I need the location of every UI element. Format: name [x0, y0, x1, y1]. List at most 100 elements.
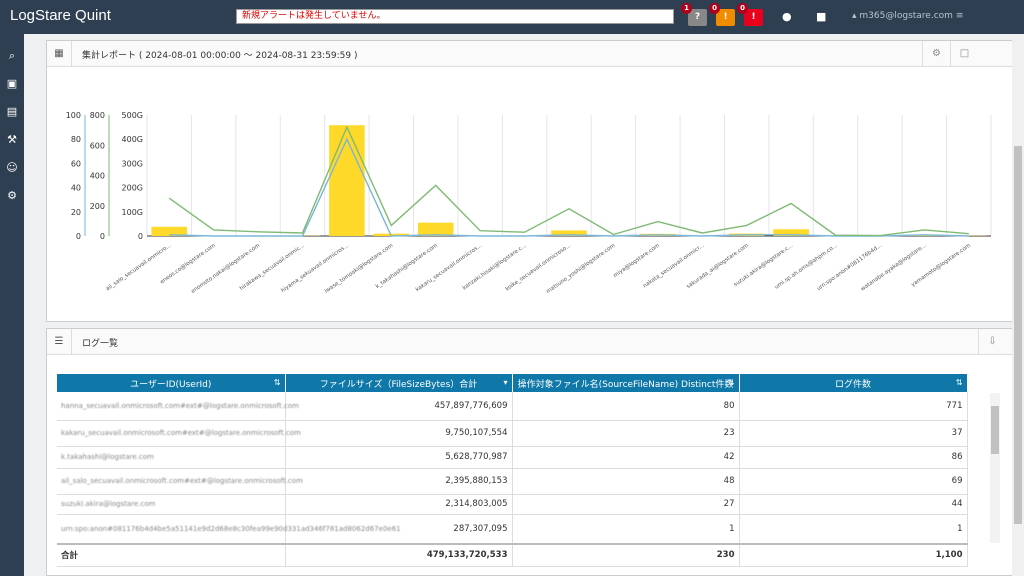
users-icon[interactable]: ☺ [6, 161, 18, 174]
axis-tick-label: 800 [90, 111, 105, 120]
cell-user: k.takahashi@logstare.com [57, 446, 286, 469]
report-icon[interactable]: ▤ [6, 105, 18, 118]
axis-tick-label: 80 [71, 135, 81, 144]
warning-alert-button[interactable]: ! 0 [709, 3, 735, 26]
cell-size: 2,314,803,005 [285, 494, 513, 515]
table-row[interactable]: hanna_secuavail.onmicrosoft.com#ext#@log… [57, 392, 968, 421]
axis-tick-label: 0 [76, 232, 81, 241]
dashboard-icon[interactable]: ▣ [6, 77, 18, 90]
cell-distinct: 27 [512, 494, 740, 515]
table-row[interactable]: suzuki.akira@logstare.com 2,314,803,005 … [57, 494, 968, 515]
wrench-icon[interactable]: ⚒ [7, 133, 17, 146]
chart-bar [417, 222, 454, 236]
cell-user: suzuki.akira@logstare.com [57, 494, 286, 515]
log-title: ログ一覧 [82, 339, 119, 349]
log-panel-header: ☰ ログ一覧 ⇩ [47, 329, 1012, 355]
sort-icon: ⇅ [727, 378, 735, 387]
critical-icon: ! [751, 12, 756, 22]
chart-icon: ▦ [47, 41, 72, 66]
question-icon: ? [694, 12, 701, 22]
cell-user: kakaru_secuavail.onmicrosoft.com#ext#@lo… [57, 420, 301, 447]
table-row[interactable]: ail_salo_secuavail.onmicrosoft.com#ext#@… [57, 468, 968, 495]
gear-icon[interactable]: ⚙ [922, 41, 950, 66]
sort-icon: ⇅ [955, 378, 963, 387]
export-icon[interactable]: □ [950, 41, 978, 66]
cell-user: urn:spo:anon#081176b4d4be5a51141e9d2d68e… [57, 514, 401, 545]
alert-count-badge: 1 [681, 3, 692, 14]
page-scrollbar-thumb[interactable] [1014, 146, 1022, 524]
chart-bar [329, 125, 365, 236]
total-count: 1,100 [739, 543, 968, 567]
cell-count: 86 [739, 446, 968, 469]
axis-tick-label: 0 [138, 232, 143, 241]
cell-distinct: 1 [512, 514, 740, 545]
sort-icon: ▾ [503, 378, 508, 387]
top-bar: LogStare Quint 新規アラートは発生していません。 ? 1 ! 0 … [0, 0, 1024, 34]
unknown-alert-button[interactable]: ? 1 [681, 3, 707, 26]
column-header-distinct[interactable]: 操作対象ファイル名(SourceFileName) Distinct件数 ⇅ [512, 374, 740, 392]
alert-message-box: 新規アラートは発生していません。 [236, 9, 674, 24]
log-panel: ☰ ログ一覧 ⇩ ユーザーID(UserId) ⇅ ファイルサイズ（FileSiz… [46, 328, 1012, 576]
list-icon: ☰ [47, 329, 72, 354]
x-tick-label: miya@logstare.com [613, 243, 661, 279]
cell-count: 771 [739, 392, 968, 421]
chart-bar [773, 229, 809, 236]
critical-alert-button[interactable]: ! 0 [737, 3, 763, 26]
user-menu[interactable]: ▴ m365@logstare.com ≡ [852, 11, 963, 21]
user-icon: ▴ [852, 11, 857, 21]
total-size: 479,133,720,533 [285, 543, 513, 567]
warning-icon: ! [723, 12, 728, 22]
table-scrollbar[interactable] [990, 393, 1000, 543]
app-logo[interactable]: LogStare Quint [10, 7, 111, 24]
axis-tick-label: 200G [122, 184, 143, 193]
column-header-count[interactable]: ログ件数 ⇅ [739, 374, 968, 392]
cell-distinct: 80 [512, 392, 740, 421]
alert-count-badge: 0 [709, 3, 720, 14]
axis-tick-label: 200 [90, 202, 105, 211]
axis-tick-label: 400 [90, 172, 105, 181]
axis-tick-label: 500G [122, 111, 143, 120]
column-header-size[interactable]: ファイルサイズ（FileSizeBytes）合計 ▾ [285, 374, 513, 392]
axis-tick-label: 300G [122, 159, 143, 168]
cell-user: ail_salo_secuavail.onmicrosoft.com#ext#@… [57, 468, 303, 495]
cell-distinct: 23 [512, 420, 740, 447]
axis-tick-label: 20 [71, 208, 81, 217]
report-panel-header: ▦ 集計レポート ( 2024-08-01 00:00:00 ～ 2024-08… [47, 41, 1012, 67]
table-row[interactable]: kakaru_secuavail.onmicrosoft.com#ext#@lo… [57, 420, 968, 447]
cell-size: 5,628,770,987 [285, 446, 513, 469]
info-icon[interactable]: ● [782, 10, 792, 23]
axis-tick-label: 100G [122, 208, 143, 217]
menu-icon: ≡ [955, 11, 964, 21]
log-table-wrap: ユーザーID(UserId) ⇅ ファイルサイズ（FileSizeBytes）合計… [57, 374, 968, 567]
chart-bar [151, 226, 187, 236]
axis-tick-label: 0 [100, 232, 105, 241]
axis-tick-label: 40 [71, 184, 81, 193]
chat-icon[interactable]: ■ [816, 10, 827, 23]
download-icon[interactable]: ⇩ [978, 329, 1006, 354]
table-row[interactable]: urn:spo:anon#081176b4d4be5a51141e9d2d68e… [57, 514, 968, 545]
cell-size: 9,750,107,554 [285, 420, 513, 447]
table-row[interactable]: k.takahashi@logstare.com 5,628,770,987 4… [57, 446, 968, 469]
report-title: 集計レポート ( 2024-08-01 00:00:00 ～ 2024-08-3… [82, 51, 358, 61]
settings-icon[interactable]: ⚙ [7, 189, 17, 202]
report-chart: 1008060402008006004002000500G400G300G200… [66, 111, 992, 295]
cell-count: 69 [739, 468, 968, 495]
cell-distinct: 48 [512, 468, 740, 495]
table-scrollbar-thumb[interactable] [991, 406, 999, 454]
cell-user: hanna_secuavail.onmicrosoft.com#ext#@log… [57, 392, 299, 421]
axis-tick-label: 600 [90, 141, 105, 150]
page-scrollbar[interactable] [1012, 34, 1024, 576]
sidebar: ⌕ ▣ ▤ ⚒ ☺ ⚙ [0, 34, 24, 576]
cell-size: 2,395,880,153 [285, 468, 513, 495]
chart-series-line [169, 137, 969, 237]
search-icon[interactable]: ⌕ [8, 49, 16, 62]
total-row: 合計 479,133,720,533 230 1,100 [57, 543, 968, 567]
axis-tick-label: 100 [66, 111, 81, 120]
main-content: ▦ 集計レポート ( 2024-08-01 00:00:00 ～ 2024-08… [24, 34, 1012, 576]
user-name: m365@logstare.com [859, 11, 953, 21]
cell-distinct: 42 [512, 446, 740, 469]
chart-bar [551, 230, 587, 236]
cell-count: 37 [739, 420, 968, 447]
column-header-user[interactable]: ユーザーID(UserId) ⇅ [57, 374, 286, 392]
cell-count: 1 [739, 514, 968, 545]
